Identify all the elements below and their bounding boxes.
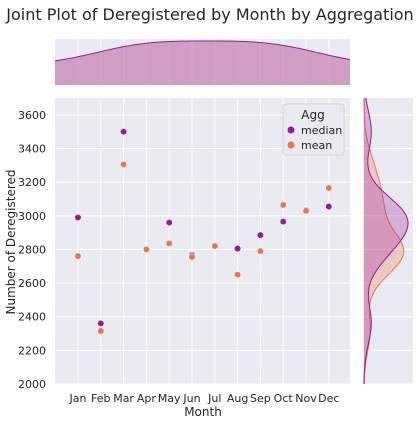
x-tick-label: Jun xyxy=(182,392,200,405)
point-mean xyxy=(234,271,242,279)
y-tick-label: 2800 xyxy=(18,243,46,256)
legend-label-median: median xyxy=(301,124,342,137)
point-mean xyxy=(74,252,82,260)
x-tick-label: Dec xyxy=(318,392,339,405)
y-tick-label: 2600 xyxy=(18,277,46,290)
x-tick-label: May xyxy=(158,392,181,405)
point-mean xyxy=(142,245,150,254)
chart-title: Joint Plot of Deregistered by Month by A… xyxy=(5,5,413,24)
legend-box xyxy=(282,103,345,156)
point-mean xyxy=(119,160,128,169)
x-tick-labels: Jan Feb Mar Apr May Jun Jul Aug Sep Oct Nov Dec xyxy=(69,392,340,405)
point-median xyxy=(256,231,265,239)
top-marginal-line xyxy=(54,40,351,62)
scatter-points xyxy=(74,128,333,335)
point-median xyxy=(165,218,173,227)
point-mean xyxy=(279,201,287,209)
legend: Agg median mean xyxy=(282,103,345,156)
point-mean xyxy=(302,207,310,215)
y-tick-labels: 2000 2200 2400 2600 2800 3000 3200 3400 3600 xyxy=(18,109,46,391)
point-mean xyxy=(97,327,105,335)
y-tick-label: 3600 xyxy=(18,109,46,122)
x-tick-label: Nov xyxy=(295,392,317,405)
y-tick-label: 3200 xyxy=(18,176,46,189)
point-median xyxy=(74,213,82,222)
point-mean xyxy=(325,184,333,192)
y-tick-label: 2000 xyxy=(18,378,46,391)
y-tick-label: 3000 xyxy=(18,210,46,223)
point-mean xyxy=(188,253,196,261)
point-median xyxy=(279,218,287,226)
x-tick-label: Jan xyxy=(69,392,87,405)
y-tick-label: 3400 xyxy=(18,142,46,155)
top-marginal-area xyxy=(55,41,350,85)
legend-label-mean: mean xyxy=(301,139,332,152)
legend-marker-mean xyxy=(287,141,295,149)
kde-line-median xyxy=(363,97,409,384)
x-tick-label: Mar xyxy=(113,392,134,405)
x-tick-label: Apr xyxy=(137,392,157,405)
point-mean xyxy=(165,239,173,248)
point-median xyxy=(234,244,242,253)
x-tick-label: Oct xyxy=(274,392,294,405)
legend-title: Agg xyxy=(301,108,324,122)
point-median xyxy=(119,128,128,136)
y-tick-label: 2200 xyxy=(18,344,46,357)
y-axis-label: Number of Deregistered xyxy=(4,169,18,314)
point-median xyxy=(97,319,105,328)
right-marginal-background xyxy=(363,98,413,384)
x-tick-label: Feb xyxy=(91,392,110,405)
y-tick-label: 2400 xyxy=(18,311,46,324)
x-tick-label: Sep xyxy=(250,392,271,405)
point-mean xyxy=(256,247,265,255)
kde-fill-median xyxy=(364,98,408,384)
right-marginal-kde xyxy=(363,97,409,385)
point-median xyxy=(325,202,333,211)
x-axis-label: Month xyxy=(184,405,222,419)
legend-marker-median xyxy=(287,126,295,134)
point-mean xyxy=(211,242,219,250)
x-tick-label: Jul xyxy=(207,392,221,405)
x-tick-label: Aug xyxy=(227,392,248,405)
kde-fill-mean xyxy=(364,98,404,384)
